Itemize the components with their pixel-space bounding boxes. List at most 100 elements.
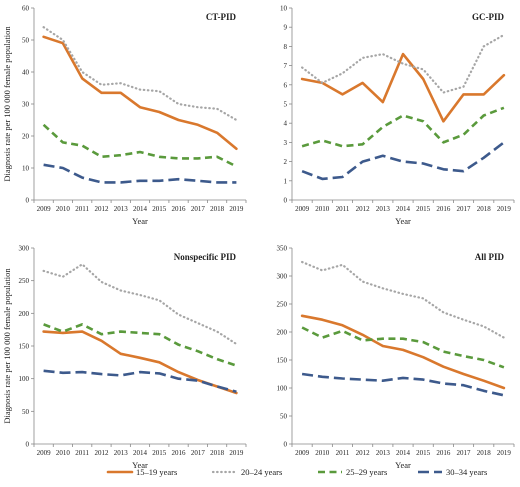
all-pid-y-tick-label: 350 [277,245,288,253]
gc-pid-x-tick-label: 2014 [396,205,411,213]
legend-item-3: 25–29 years [318,467,387,477]
ct-pid-x-tick-label: 2012 [94,205,109,213]
ct-pid-series-3-line [42,123,237,168]
nonspecific-pid-title: Nonspecific PID [174,252,237,262]
legend-label-4: 30–34 years [446,467,487,477]
gc-pid-y-tick-label: 3 [284,139,288,147]
gc-pid-title: GC-PID [472,12,504,22]
ct-pid-x-tick-label: 2018 [210,205,225,213]
gc-pid-x-tick-label: 2011 [336,205,350,213]
gc-pid-x-tick-label: 2013 [376,205,391,213]
all-pid-panel: 0 50 100 150 200 250 300 350 2009 2010 2011 2012 201… [277,245,515,470]
gc-pid-y-tick-label: 2 [284,158,288,166]
gc-pid-x-tick-label: 2017 [457,205,472,213]
ct-pid-x-tick-label: 2016 [172,205,187,213]
ct-pid-series-2-line [42,26,238,122]
nonspecific-pid-x-tick-label: 2016 [172,449,187,457]
all-pid-y-tick-label: 50 [280,413,288,421]
all-pid-series-4-line [301,372,505,397]
gc-pid-x-tick-label: 2018 [477,205,492,213]
nonspecific-pid-series-3-line [43,323,237,367]
legend-item-1: 15–19 years [106,467,177,477]
ct-pid-title: CT-PID [206,12,237,22]
gc-pid-x-tick-label: 2019 [497,205,512,213]
nonspecific-pid-x-tick-label: 2011 [75,449,89,457]
nonspecific-pid-x-tick-label: 2015 [152,449,167,457]
legend: 15–19 years 20–24 years 25–29 years 30–34 y… [106,467,487,477]
gc-pid-series-3-line [301,106,505,148]
all-pid-y-tick-label: 200 [277,329,288,337]
ct-pid-x-tick-label: 2014 [133,205,148,213]
all-pid-title: All PID [475,252,505,262]
all-pid-x-tick-label: 2010 [315,449,330,457]
nonspecific-pid-x-tick-label: 2019 [229,449,244,457]
legend-item-4: 30–34 years [418,467,487,477]
gc-pid-series-1-line [300,52,506,123]
nonspecific-pid-x-tick-label: 2012 [94,449,109,457]
all-pid-x-axis-label: Year [395,460,411,470]
gc-pid-x-tick-label: 2012 [356,205,371,213]
ct-pid-series-4-line [43,163,237,184]
gc-pid-x-tick-label: 2010 [315,205,330,213]
nonspecific-pid-series-4-line [43,369,237,393]
all-pid-x-tick-label: 2017 [457,449,472,457]
ct-pid-y-tick-label: 40 [22,69,30,77]
gc-pid-y-tick-label: 8 [284,43,288,51]
nonspecific-pid-x-tick-label: 2009 [37,449,52,457]
gc-pid-y-tick-label: 1 [284,177,288,185]
gc-pid-x-axis-label: Year [395,216,411,226]
gc-pid-series-2-line [301,33,505,94]
ct-pid-x-tick-label: 2019 [229,205,244,213]
ct-pid-y-axis-label: Diagnosis rate per 100 000 female popula… [2,26,12,182]
nonspecific-pid-panel: 0 50 100 150 200 250 300 2009 2010 2011 2012 2013 20… [2,245,247,470]
nonspecific-pid-y-tick-label: 200 [19,310,30,318]
gc-pid-panel: 0 1 2 3 4 5 6 7 8 9 10 2009 2010 2011 2012 2013 2014 2015… [280,5,515,226]
legend-label-2: 20–24 years [241,467,282,477]
legend-label-3: 25–29 years [346,467,387,477]
nonspecific-pid-x-axis-label: Year [132,460,148,470]
ct-pid-x-tick-label: 2013 [114,205,129,213]
nonspecific-pid-y-tick-label: 0 [26,441,30,449]
all-pid-series-1-line [300,314,506,390]
all-pid-x-tick-label: 2011 [336,449,350,457]
gc-pid-x-tick-label: 2009 [295,205,310,213]
ct-pid-series-1-line [42,35,238,151]
gc-pid-x-tick-label: 2015 [416,205,431,213]
all-pid-y-tick-label: 150 [277,357,288,365]
nonspecific-pid-y-tick-label: 300 [19,245,30,253]
all-pid-x-tick-label: 2015 [416,449,431,457]
ct-pid-x-tick-label: 2015 [152,205,167,213]
all-pid-x-tick-label: 2018 [477,449,492,457]
nonspecific-pid-x-tick-label: 2017 [191,449,206,457]
ct-pid-y-tick-label: 10 [22,165,30,173]
all-pid-series-2-line [301,260,505,339]
gc-pid-y-tick-label: 4 [284,120,288,128]
nonspecific-pid-series-2-line [42,263,238,346]
ct-pid-y-tick-label: 20 [22,133,30,141]
all-pid-y-tick-label: 250 [277,301,288,309]
ct-pid-y-tick-label: 0 [26,197,30,205]
all-pid-series-3-line [301,326,505,369]
all-pid-x-tick-label: 2016 [436,449,451,457]
gc-pid-y-tick-label: 9 [284,24,288,32]
ct-pid-x-tick-label: 2010 [56,205,71,213]
gc-pid-y-tick-label: 5 [284,101,288,109]
all-pid-x-tick-label: 2013 [376,449,391,457]
nonspecific-pid-y-tick-label: 50 [22,408,30,416]
nonspecific-pid-y-tick-label: 150 [19,343,30,351]
nonspecific-pid-y-tick-label: 100 [19,375,30,383]
ct-pid-x-tick-label: 2017 [191,205,206,213]
all-pid-x-tick-label: 2009 [295,449,310,457]
all-pid-x-tick-label: 2014 [396,449,411,457]
legend-item-2: 20–24 years [211,467,282,477]
ct-pid-y-tick-label: 30 [22,101,30,109]
ct-pid-y-tick-label: 50 [22,37,30,45]
ct-pid-y-tick-label: 60 [22,5,30,13]
all-pid-y-tick-label: 100 [277,385,288,393]
nonspecific-pid-x-tick-label: 2010 [56,449,71,457]
ct-pid-x-tick-label: 2011 [75,205,89,213]
all-pid-y-tick-label: 300 [277,273,288,281]
nonspecific-pid-x-tick-label: 2014 [133,449,148,457]
nonspecific-pid-x-tick-label: 2013 [114,449,129,457]
